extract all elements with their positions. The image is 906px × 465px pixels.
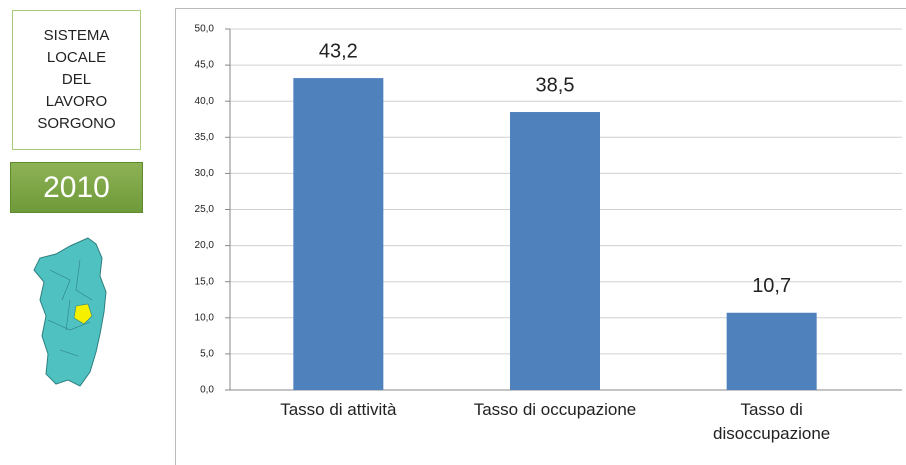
bar <box>726 312 817 390</box>
y-tick-label: 50,0 <box>195 24 215 35</box>
bar <box>293 78 384 390</box>
y-tick-label: 30,0 <box>195 168 215 179</box>
y-tick-label: 15,0 <box>195 276 215 287</box>
x-tick-label: Tasso di disoccupazione <box>713 400 831 443</box>
y-tick-label: 25,0 <box>195 204 215 215</box>
panel-title: SISTEMA LOCALE DEL LAVORO SORGONO <box>37 27 116 132</box>
y-tick-label: 0,0 <box>200 385 214 396</box>
data-label: 43,2 <box>319 40 358 62</box>
x-tick-label: Tasso di attività <box>280 400 397 419</box>
chart-frame <box>175 8 906 465</box>
year-box: 2010 <box>10 162 143 213</box>
data-label: 38,5 <box>536 74 575 96</box>
map <box>33 237 107 387</box>
title-box: SISTEMA LOCALE DEL LAVORO SORGONO <box>12 10 141 150</box>
y-tick-label: 35,0 <box>195 132 215 143</box>
y-tick-label: 45,0 <box>195 60 215 71</box>
y-tick-label: 10,0 <box>195 312 215 323</box>
y-tick-label: 20,0 <box>195 240 215 251</box>
bar <box>510 112 600 390</box>
y-tick-label: 5,0 <box>200 349 214 360</box>
x-tick-label: Tasso di occupazione <box>473 400 637 419</box>
year: 2010 <box>43 170 110 204</box>
y-tick-label: 40,0 <box>195 96 215 107</box>
data-label: 10,7 <box>752 275 791 297</box>
